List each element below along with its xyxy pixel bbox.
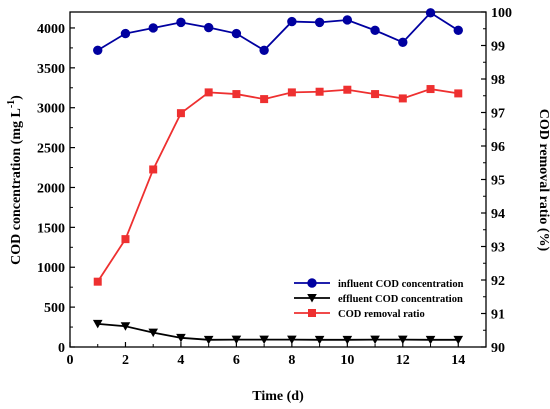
- data-point: [342, 15, 353, 25]
- right-y-tick-label: 90: [491, 341, 505, 356]
- data-point: [176, 17, 186, 28]
- data-point: [454, 89, 463, 98]
- x-tick-label: 4: [177, 353, 184, 368]
- data-point: [92, 319, 103, 329]
- legend-label: COD removal ratio: [338, 309, 425, 320]
- legend-marker: [308, 309, 316, 317]
- legend-label: influent COD concentration: [338, 279, 464, 290]
- data-point: [203, 22, 214, 33]
- data-point: [314, 335, 325, 345]
- data-point: [425, 335, 436, 345]
- data-point: [259, 335, 269, 345]
- right-y-tick-label: 97: [491, 107, 505, 122]
- data-point: [149, 165, 158, 174]
- data-point: [315, 87, 324, 96]
- data-point: [148, 328, 158, 338]
- data-point: [287, 16, 297, 27]
- left-y-tick-label: 2000: [37, 181, 65, 196]
- left-y-tick-label: 3000: [37, 102, 65, 117]
- left-y-axis-title-end: ): [9, 95, 24, 100]
- data-point: [203, 335, 214, 345]
- data-point: [342, 335, 353, 345]
- data-point: [314, 17, 325, 28]
- right-y-tick-label: 93: [491, 241, 505, 256]
- data-point: [93, 277, 102, 286]
- data-point: [121, 235, 130, 244]
- data-point: [232, 90, 241, 99]
- data-point: [287, 88, 296, 97]
- data-point: [398, 37, 408, 48]
- legend-marker: [307, 278, 317, 288]
- data-point: [453, 335, 464, 345]
- x-axis-ticks: 0 2 4 6 8 10 12 14: [67, 342, 465, 368]
- data-point: [343, 85, 352, 94]
- left-y-tick-label: 1000: [37, 261, 65, 276]
- data-point: [453, 25, 463, 36]
- x-axis-title: Time (d): [252, 389, 304, 404]
- right-y-tick-label: 92: [491, 274, 505, 289]
- legend: influent COD concentration effluent COD c…: [294, 278, 464, 320]
- data-point: [176, 333, 186, 343]
- legend-marker: [307, 294, 317, 303]
- left-y-axis-title-main: COD concentration (mg L: [9, 108, 24, 265]
- series-line: [97, 322, 459, 341]
- right-y-tick-label: 99: [491, 40, 505, 55]
- x-tick-label: 12: [396, 353, 410, 368]
- data-point: [398, 335, 408, 345]
- data-point: [287, 335, 297, 345]
- data-point: [370, 25, 380, 36]
- x-tick-label: 14: [451, 353, 465, 368]
- right-y-tick-label: 95: [491, 174, 505, 189]
- x-tick-label: 10: [340, 353, 354, 368]
- right-y-tick-label: 94: [491, 207, 505, 222]
- data-point: [370, 335, 380, 345]
- left-y-tick-label: 2500: [37, 142, 65, 157]
- data-point: [176, 109, 185, 118]
- left-y-axis-title-sup: -1: [6, 100, 17, 108]
- data-point: [120, 28, 131, 39]
- data-point: [398, 94, 407, 103]
- right-y-tick-label: 100: [491, 6, 512, 21]
- data-point: [371, 90, 380, 99]
- data-point: [231, 335, 242, 345]
- data-point: [120, 322, 131, 331]
- data-point: [259, 45, 269, 55]
- series-3: [93, 85, 463, 286]
- right-y-tick-label: 91: [491, 308, 505, 323]
- series-layer: [92, 8, 464, 345]
- right-y-axis-ticks: 90 91 92 93 94 95 96 97 98 99 100: [481, 6, 512, 356]
- data-point: [204, 88, 213, 97]
- x-tick-label: 6: [233, 353, 240, 368]
- left-y-axis-ticks: 0 500 1000 1500 2000 2500 3000 3500 4000: [37, 22, 75, 356]
- series-1: [93, 8, 463, 55]
- data-point: [93, 45, 103, 55]
- left-y-tick-label: 0: [58, 341, 65, 356]
- data-point: [260, 95, 269, 104]
- x-tick-label: 8: [288, 353, 295, 368]
- series-line: [97, 11, 459, 52]
- data-point: [231, 28, 242, 39]
- left-y-tick-label: 500: [44, 301, 65, 316]
- left-y-tick-label: 4000: [37, 22, 65, 37]
- right-y-tick-label: 98: [491, 73, 505, 88]
- series-line: [96, 88, 459, 283]
- legend-label: effluent COD concentration: [338, 294, 463, 305]
- left-y-tick-label: 1500: [37, 221, 65, 236]
- data-point: [425, 8, 436, 18]
- data-point: [148, 23, 158, 33]
- right-y-axis-title: COD removal ratio (%): [536, 109, 550, 252]
- data-point: [426, 85, 435, 94]
- right-y-tick-label: 96: [491, 140, 505, 155]
- left-y-tick-label: 3500: [37, 62, 65, 77]
- series-2: [92, 319, 464, 345]
- left-y-axis-title: COD concentration (mg L-1): [6, 95, 24, 265]
- x-tick-label: 0: [67, 353, 74, 368]
- x-tick-label: 2: [122, 353, 129, 368]
